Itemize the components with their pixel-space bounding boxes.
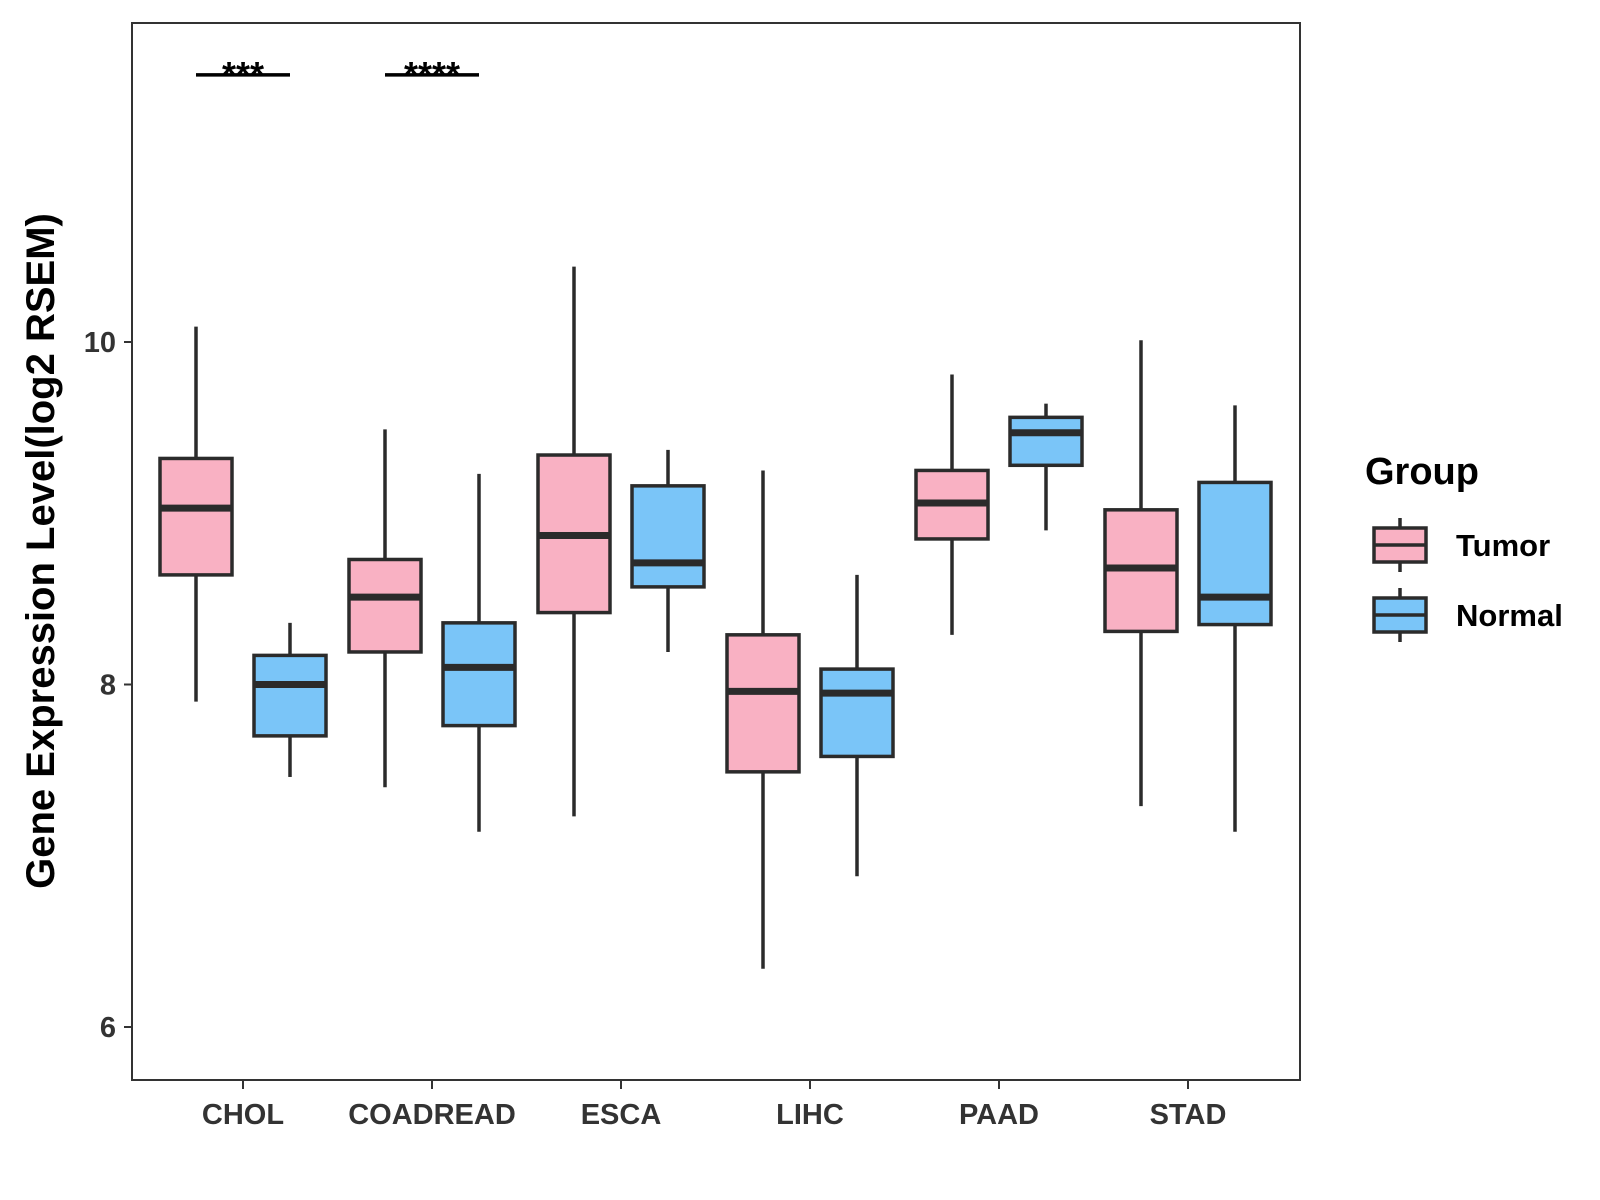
box-body-coadread-tumor [347,557,423,654]
legend-label-normal: Normal [1456,598,1563,633]
box-esca-tumor [536,266,612,817]
box-lihc-tumor [725,470,801,969]
legend-label-tumor: Tumor [1456,528,1550,563]
box-coadread-tumor [347,429,423,788]
box-body-lihc-tumor [725,633,801,774]
box-chol-normal [252,622,328,777]
x-tick-label-coadread: COADREAD [348,1099,516,1131]
box-paad-tumor [914,374,990,635]
series-normal [252,403,1273,877]
box-stad-tumor [1103,340,1179,807]
significance-coadread: **** [385,54,479,95]
x-tick-label-chol: CHOL [202,1099,284,1131]
legend-item-tumor: Tumor [1372,518,1550,572]
box-esca-normal [630,449,706,652]
y-tick-label-10: 10 [84,327,116,359]
y-axis-title: Gene Expression Level(log2 RSEM) [19,213,63,889]
box-body-paad-normal [1008,415,1084,468]
box-coadread-normal [441,473,517,832]
box-body-esca-normal [630,484,706,589]
box-body-chol-tumor [158,456,234,577]
x-axis: CHOL COADREAD ESCA LIHC PAAD STAD [202,1080,1226,1131]
chart-marks: *** **** [158,54,1273,969]
x-tick-label-lihc: LIHC [776,1099,844,1131]
x-tick-label-esca: ESCA [581,1099,662,1131]
box-paad-normal [1008,403,1084,531]
box-body-chol-normal [252,653,328,738]
y-axis: 6 8 10 [84,327,132,1044]
y-tick-label-8: 8 [100,670,116,702]
plot-panel-border [131,22,1301,1081]
box-lihc-normal [819,574,895,877]
box-body-lihc-normal [819,667,895,759]
x-tick-label-stad: STAD [1150,1099,1227,1131]
significance-label-chol: *** [222,54,264,95]
legend-item-normal: Normal [1372,588,1563,642]
significance-label-coadread: **** [404,54,460,95]
box-body-stad-normal [1197,480,1273,627]
legend: Group Tumor Normal [1365,451,1563,642]
significance-chol: *** [196,54,290,95]
x-tick-label-paad: PAAD [959,1099,1039,1131]
box-stad-normal [1197,405,1273,832]
y-tick-label-6: 6 [100,1012,116,1044]
legend-title: Group [1365,451,1479,493]
series-tumor [158,266,1179,969]
box-chol-tumor [158,326,234,702]
box-body-coadread-normal [441,621,517,728]
